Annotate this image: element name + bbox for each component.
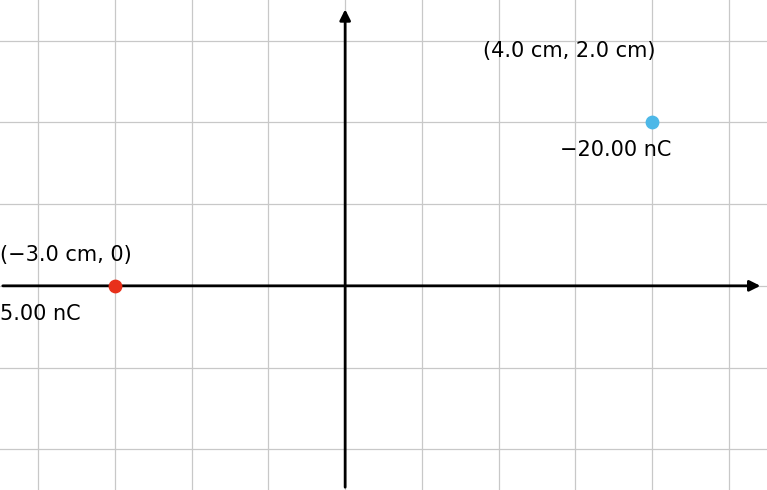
- Text: (4.0 cm, 2.0 cm): (4.0 cm, 2.0 cm): [483, 41, 656, 61]
- Text: (−3.0 cm, 0): (−3.0 cm, 0): [0, 245, 132, 266]
- Text: 5.00 nC: 5.00 nC: [0, 304, 81, 324]
- Point: [109, 282, 121, 290]
- Text: −20.00 nC: −20.00 nC: [560, 141, 671, 160]
- Point: [646, 119, 658, 126]
